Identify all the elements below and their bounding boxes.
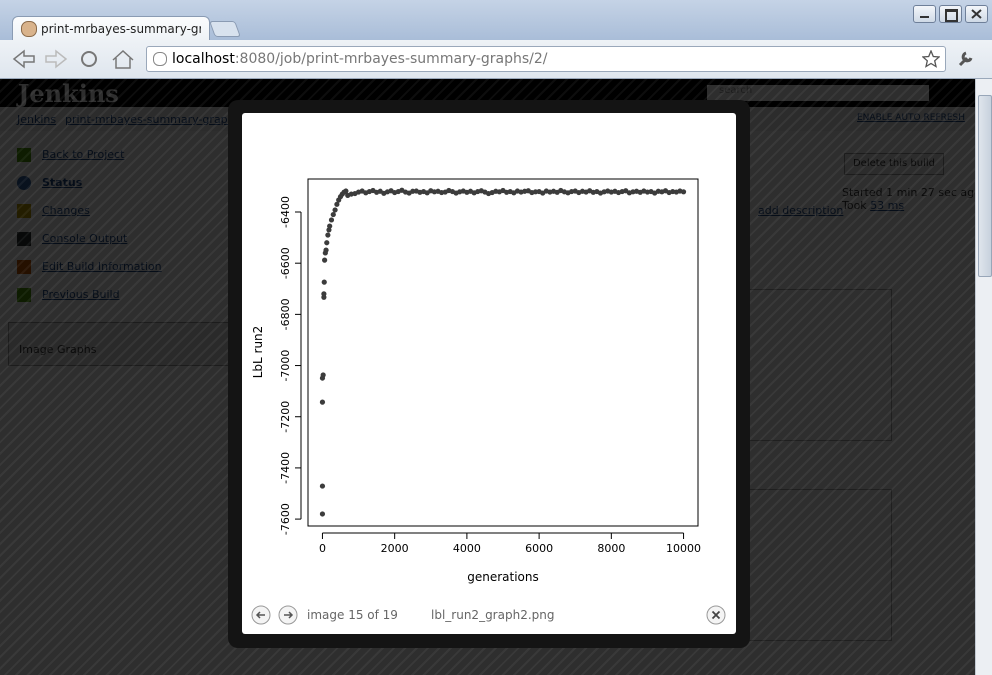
settings-wrench[interactable]	[956, 49, 976, 69]
plot-frame	[307, 178, 699, 527]
prev-button[interactable]	[250, 604, 274, 628]
close-window-button[interactable]	[965, 5, 988, 23]
y-tick-label: -6600	[279, 247, 292, 279]
point	[319, 399, 326, 405]
x-tick-label: 4000	[453, 542, 481, 555]
point	[325, 232, 331, 238]
point	[320, 372, 326, 378]
next-button[interactable]	[276, 604, 300, 628]
y-tick-label: -7200	[279, 401, 292, 433]
image-filename: lbl_run2_graph2.png	[431, 608, 555, 622]
x-axis-label: generations	[467, 570, 539, 584]
point	[322, 257, 328, 263]
point	[334, 201, 340, 207]
minimize-button[interactable]	[913, 5, 936, 23]
x-tick-label: 0	[319, 542, 326, 555]
y-tick-label: -6800	[279, 298, 292, 330]
x-tick-label: 10000	[666, 542, 701, 555]
tab[interactable]: print-mrbayes-summary-gr	[12, 16, 210, 41]
point	[323, 247, 329, 253]
y-tick-label: -7400	[279, 452, 292, 484]
point	[321, 279, 327, 285]
point	[324, 240, 330, 246]
y-tick-label: -6400	[279, 196, 292, 228]
point	[328, 217, 335, 223]
nav-buttons	[12, 49, 134, 69]
x-tick-label: 6000	[525, 542, 553, 555]
point	[319, 511, 326, 517]
y-tick-label: -7000	[279, 350, 292, 382]
url-path: :8080/job/print-mrbayes-summary-graphs/2…	[234, 51, 548, 67]
maximize-button[interactable]	[939, 5, 962, 23]
point	[321, 291, 327, 297]
y-axis-label: LbL run2	[251, 326, 265, 379]
point	[319, 483, 326, 489]
close-lightbox-button[interactable]	[705, 604, 729, 628]
point	[330, 211, 336, 218]
x-tick-label: 8000	[597, 542, 625, 555]
y-tick-label: -7600	[279, 503, 292, 535]
point	[332, 207, 338, 213]
url-host: localhost	[172, 51, 235, 67]
tab-title: print-mrbayes-summary-gr	[41, 22, 201, 36]
url: localhost:8080/job/print-mrbayes-summary…	[172, 51, 548, 67]
bookmark-star[interactable]	[922, 50, 940, 68]
page-icon	[153, 52, 167, 66]
point	[326, 227, 332, 233]
image-counter: image 15 of 19	[307, 608, 398, 622]
tab-icon	[21, 21, 37, 37]
point	[327, 223, 333, 229]
close-icon	[971, 9, 982, 19]
address-bar[interactable]: localhost:8080/job/print-mrbayes-summary…	[146, 46, 946, 72]
x-tick-label: 2000	[381, 542, 409, 555]
point	[343, 188, 349, 194]
point	[680, 189, 687, 195]
